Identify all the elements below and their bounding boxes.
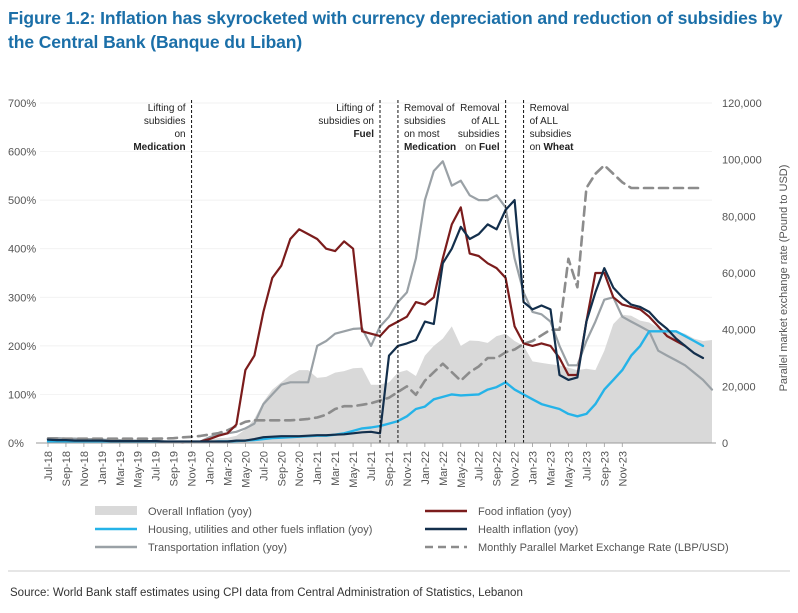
annotation-text: on: [174, 129, 185, 140]
x-tick-label: Jul-19: [151, 451, 163, 481]
y-tick-label: 300%: [8, 292, 36, 304]
y2-tick-label: 100,000: [722, 155, 762, 167]
x-tick-label: May-19: [133, 451, 145, 488]
x-tick-label: Nov-23: [617, 451, 629, 486]
x-tick-label: Sep-22: [492, 451, 504, 486]
legend-label: Health inflation (yoy): [478, 524, 578, 536]
x-tick-label: Jul-21: [366, 451, 378, 481]
legend-label: Food inflation (yoy): [478, 506, 572, 518]
annotation-text: on Fuel: [465, 142, 500, 153]
x-axis-ticks: Jul-18 Sep-18 Nov-18 Jan-19 Mar-19 May-19 Jul-…: [43, 443, 629, 488]
annotation-text: Medication: [133, 142, 185, 153]
x-tick-label: Sep-21: [384, 451, 396, 486]
legend-label: Monthly Parallel Market Exchange Rate (L…: [478, 542, 729, 554]
legend-item-exchange: Monthly Parallel Market Exchange Rate (L…: [425, 542, 729, 554]
x-tick-label: Mar-19: [115, 451, 127, 486]
x-tick-label: May-20: [240, 451, 252, 488]
x-tick-label: Jan-21: [312, 451, 324, 485]
y-axis-right-ticks: 0 20,000 40,000 60,000 80,000 100,000 120,000: [722, 98, 762, 450]
legend-label: Transportation inflation (yoy): [148, 542, 287, 554]
x-tick-label: Jul-22: [474, 451, 486, 481]
annotation-text: of ALL: [530, 116, 559, 127]
x-tick-label: May-22: [456, 451, 468, 488]
legend-item-housing: Housing, utilities and other fuels infla…: [95, 524, 372, 536]
annotation-text: subsidies: [144, 116, 186, 127]
y-tick-label: 700%: [8, 98, 36, 110]
annotation-text: Lifting of: [336, 103, 374, 114]
x-tick-label: Jul-20: [258, 451, 270, 481]
x-tick-label: Sep-20: [276, 451, 288, 486]
annotation-text: on Wheat: [530, 142, 575, 153]
y-tick-label: 0%: [8, 438, 24, 450]
annotation-text: subsidies on: [318, 116, 374, 127]
y2-tick-label: 0: [722, 438, 728, 450]
x-tick-label: Mar-23: [545, 451, 557, 486]
source-note: Source: World Bank staff estimates using…: [10, 587, 523, 599]
x-tick-label: Nov-18: [79, 451, 91, 486]
annotation-text: Removal: [530, 103, 569, 114]
annotation-text: on most: [404, 129, 440, 140]
x-tick-label: Jan-20: [205, 451, 217, 485]
y-tick-label: 500%: [8, 195, 36, 207]
y2-tick-label: 120,000: [722, 98, 762, 110]
x-tick-label: Mar-20: [222, 451, 234, 486]
annotation-text: subsidies: [530, 129, 572, 140]
x-tick-label: Sep-23: [599, 451, 611, 486]
y2-axis-label: Parallel market exchange rate (Pound to …: [778, 165, 790, 392]
annotation-text: Removal: [460, 103, 499, 114]
y2-tick-label: 60,000: [722, 268, 756, 280]
legend-item-food: Food inflation (yoy): [425, 506, 572, 518]
x-tick-label: Sep-19: [169, 451, 181, 486]
y-tick-label: 200%: [8, 341, 36, 353]
legend: Overall Inflation (yoy) Food inflation (y…: [95, 506, 729, 554]
legend-item-health: Health inflation (yoy): [425, 524, 578, 536]
legend-item-overall: Overall Inflation (yoy): [95, 506, 252, 518]
x-tick-label: Jul-18: [43, 451, 55, 481]
x-tick-label: May-21: [348, 451, 360, 488]
annotation-text: Medication: [404, 142, 456, 153]
x-tick-label: Sep-18: [61, 451, 73, 486]
event-annotations: Lifting of subsidies on Medication Lifting o…: [133, 103, 574, 153]
y-tick-label: 600%: [8, 147, 36, 159]
x-tick-label: Jul-23: [581, 451, 593, 481]
y2-tick-label: 40,000: [722, 325, 756, 337]
overall-area: [48, 314, 712, 443]
series-exchange-line: [46, 164, 705, 441]
x-tick-label: Jan-19: [97, 451, 109, 485]
series-overall-area: [48, 314, 712, 443]
annotation-text: of ALL: [471, 116, 500, 127]
x-tick-label: May-23: [563, 451, 575, 488]
annotation-text: Removal of: [404, 103, 455, 114]
x-tick-label: Jan-22: [420, 451, 432, 485]
legend-item-transport: Transportation inflation (yoy): [95, 542, 287, 554]
y-tick-label: 100%: [8, 389, 36, 401]
legend-swatch: [95, 506, 137, 515]
x-tick-label: Nov-22: [510, 451, 522, 486]
legend-label: Overall Inflation (yoy): [148, 506, 252, 518]
y-tick-label: 400%: [8, 244, 36, 256]
annotation-text: subsidies: [458, 129, 500, 140]
chart-title: Figure 1.2: Inflation has skyrocketed wi…: [8, 8, 783, 52]
y-axis-left-ticks: 0% 100% 200% 300% 400% 500% 600% 700%: [8, 98, 36, 450]
legend-label: Housing, utilities and other fuels infla…: [148, 524, 372, 536]
x-tick-label: Mar-21: [330, 451, 342, 486]
y2-tick-label: 20,000: [722, 381, 756, 393]
series-health-line: [46, 199, 705, 443]
y2-tick-label: 80,000: [722, 211, 756, 223]
x-tick-label: Nov-21: [402, 451, 414, 486]
event-markers: [191, 100, 525, 443]
x-tick-label: Jan-23: [528, 451, 540, 485]
x-tick-label: Nov-20: [294, 451, 306, 486]
annotation-text: subsidies: [404, 116, 446, 127]
annotation-text: Lifting of: [148, 103, 186, 114]
x-tick-label: Mar-22: [438, 451, 450, 486]
annotation-text: Fuel: [353, 129, 374, 140]
x-tick-label: Nov-19: [187, 451, 199, 486]
